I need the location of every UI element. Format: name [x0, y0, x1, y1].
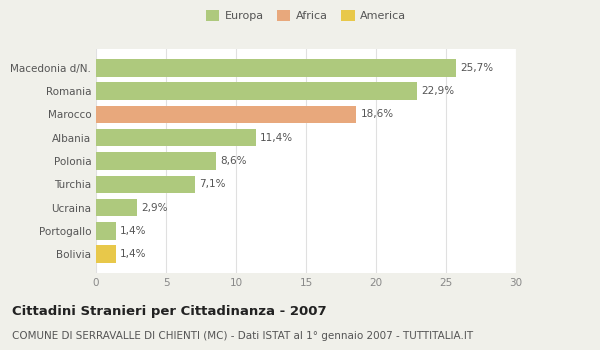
Text: Cittadini Stranieri per Cittadinanza - 2007: Cittadini Stranieri per Cittadinanza - 2… — [12, 304, 326, 317]
Bar — [96, 59, 456, 77]
Text: 18,6%: 18,6% — [361, 110, 394, 119]
Bar — [96, 245, 116, 263]
Bar — [96, 83, 416, 100]
Text: 7,1%: 7,1% — [200, 179, 226, 189]
Bar — [96, 222, 116, 239]
Legend: Europa, Africa, America: Europa, Africa, America — [201, 5, 411, 26]
Bar — [96, 106, 356, 123]
Bar — [96, 199, 137, 216]
Text: 2,9%: 2,9% — [141, 203, 167, 212]
Text: 11,4%: 11,4% — [260, 133, 293, 143]
Bar — [96, 176, 196, 193]
Bar — [96, 152, 217, 170]
Text: 22,9%: 22,9% — [421, 86, 454, 96]
Text: 1,4%: 1,4% — [120, 226, 146, 236]
Text: COMUNE DI SERRAVALLE DI CHIENTI (MC) - Dati ISTAT al 1° gennaio 2007 - TUTTITALI: COMUNE DI SERRAVALLE DI CHIENTI (MC) - D… — [12, 331, 473, 341]
Bar — [96, 129, 256, 146]
Text: 25,7%: 25,7% — [460, 63, 493, 73]
Text: 1,4%: 1,4% — [120, 249, 146, 259]
Text: 8,6%: 8,6% — [221, 156, 247, 166]
